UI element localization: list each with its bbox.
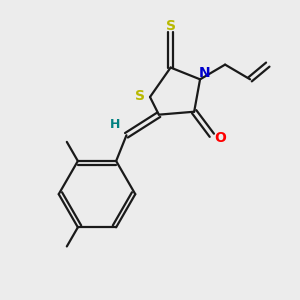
Text: N: N xyxy=(199,66,210,80)
Text: S: S xyxy=(135,88,145,103)
Text: H: H xyxy=(110,118,120,130)
Text: S: S xyxy=(166,19,176,33)
Text: O: O xyxy=(215,131,226,145)
